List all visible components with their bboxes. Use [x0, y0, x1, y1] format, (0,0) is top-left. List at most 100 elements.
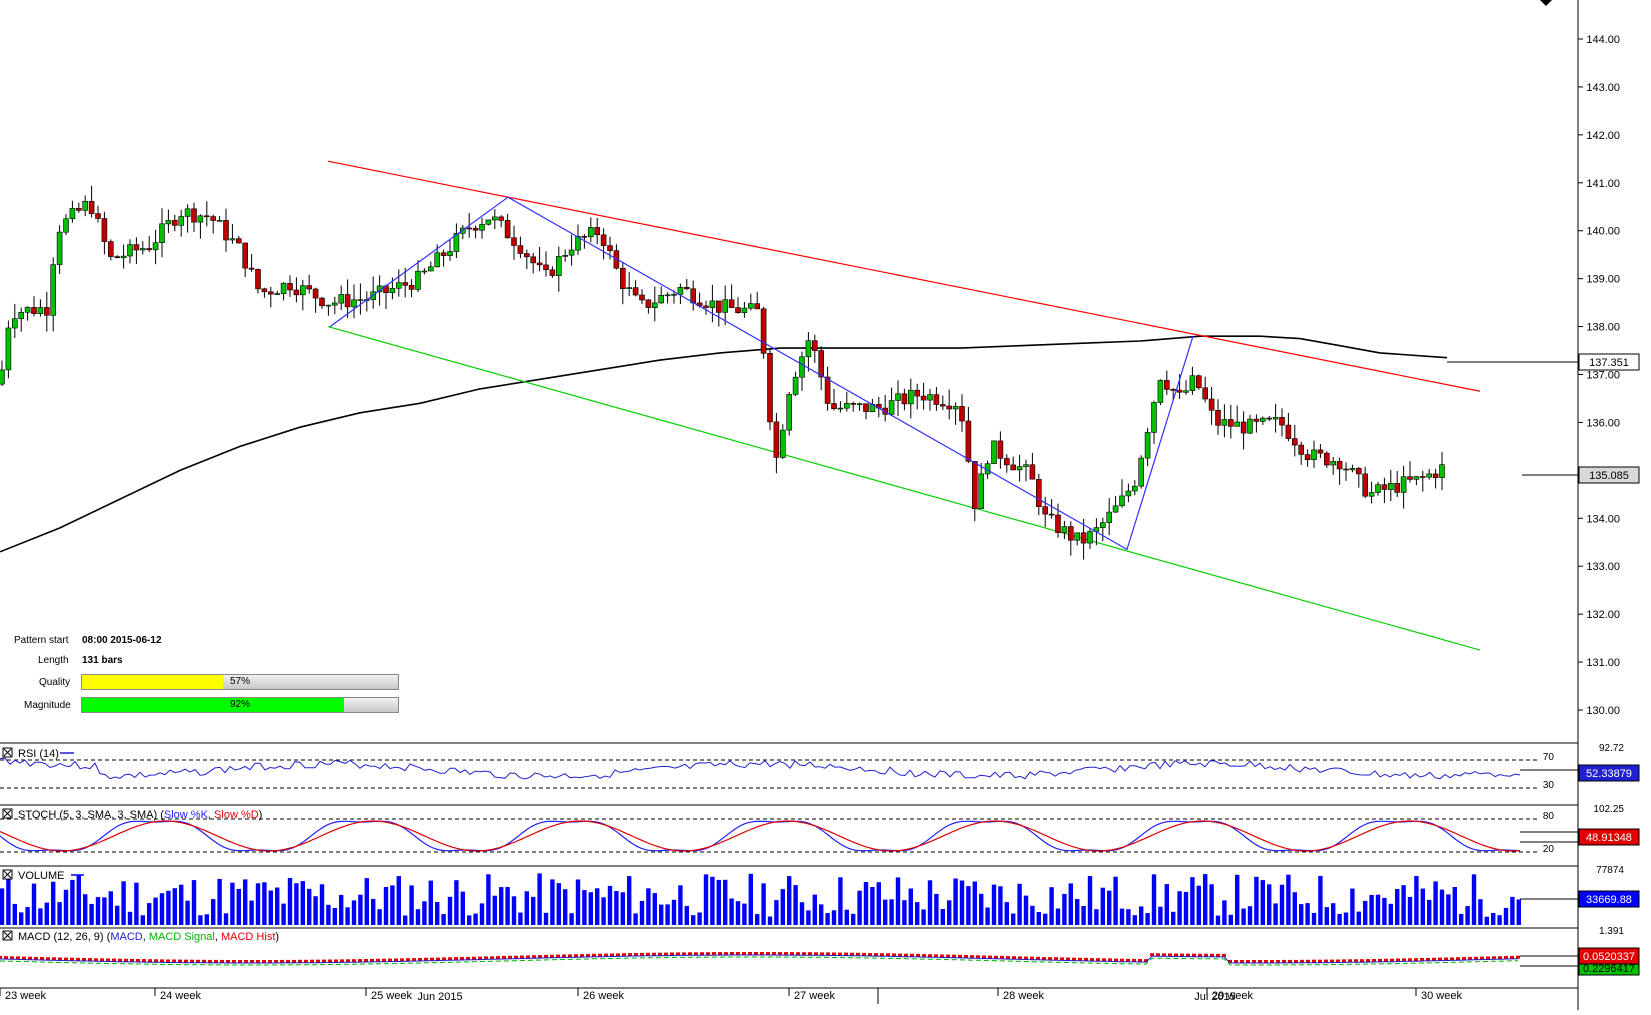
macd-hist-bar	[652, 952, 656, 956]
candle-body	[1087, 531, 1093, 544]
scroll-marker-icon[interactable]	[1540, 0, 1552, 6]
macd-hist-bar	[88, 958, 92, 962]
candle-body	[722, 299, 729, 313]
volume-bar	[876, 882, 881, 925]
macd-hist-bar	[70, 957, 74, 961]
volume-bar	[12, 903, 17, 925]
candle-body	[287, 283, 293, 291]
price-tick-label: 133.00	[1586, 561, 1620, 573]
macd-hist-bar	[388, 958, 392, 962]
candle-body	[1381, 484, 1388, 490]
volume-bar	[1068, 883, 1073, 925]
candle-body	[511, 237, 517, 246]
macd-hist-bar	[1276, 960, 1280, 963]
macd-hist-bar	[676, 952, 680, 956]
candle-body	[523, 253, 530, 258]
candle-body	[1228, 419, 1234, 427]
volume-bar	[524, 891, 529, 925]
macd-hist-bar	[454, 957, 458, 961]
macd-hist-bar	[892, 953, 896, 957]
macd-hist-bar	[1516, 955, 1520, 959]
macd-hist-bar	[196, 959, 200, 963]
candle-body	[427, 266, 434, 272]
volume-bar	[1081, 906, 1086, 925]
macd-hist-bar	[586, 954, 590, 957]
candle-body	[863, 403, 869, 412]
macd-hist-bar	[1246, 960, 1250, 963]
macd-hist-bar	[1222, 953, 1226, 957]
volume-bar	[326, 904, 331, 925]
macd-hist-bar	[658, 952, 662, 956]
candle-body	[1202, 387, 1208, 400]
macd-hist-bar	[820, 952, 824, 956]
volume-bar	[1190, 877, 1195, 925]
macd-hist-bar	[682, 952, 686, 956]
candle-body	[549, 269, 556, 276]
price-tick-label: 138.00	[1586, 322, 1620, 334]
macd-hist-bar	[184, 959, 188, 963]
candle-body	[76, 208, 82, 211]
macd-value-2: 0.2296417	[1583, 963, 1635, 975]
candle-body	[562, 255, 569, 257]
candle-body	[779, 429, 786, 458]
macd-hist-bar	[736, 952, 740, 955]
volume-bar	[735, 901, 741, 925]
macd-hist-bar	[1228, 959, 1232, 963]
volume-bar	[1343, 912, 1349, 925]
candle-body	[108, 241, 114, 257]
macd-hist-bar	[100, 958, 104, 962]
volume-bar	[518, 912, 523, 925]
volume-bar	[1337, 913, 1342, 925]
macd-hist-bar	[322, 959, 326, 963]
candle-body	[1375, 484, 1381, 493]
candle-body	[447, 251, 453, 256]
volume-bar	[1478, 899, 1483, 925]
macd-hist-bar	[1264, 960, 1268, 963]
volume-bar	[191, 880, 197, 925]
volume-bar	[441, 914, 446, 925]
volume-bar	[831, 910, 837, 925]
length-value: 131 bars	[82, 655, 123, 666]
candle-body	[1324, 452, 1330, 466]
volume-bar	[959, 880, 965, 925]
volume-bar	[1126, 909, 1131, 925]
volume-bar	[806, 910, 811, 925]
macd-hist-bar	[82, 958, 86, 961]
volume-bar	[479, 903, 485, 925]
rsi-value: 52.33879	[1586, 768, 1632, 780]
candle-body	[1311, 449, 1317, 460]
volume-bar	[511, 896, 517, 925]
candle-body	[658, 294, 665, 304]
candle-body	[895, 393, 901, 401]
volume-bar	[287, 878, 293, 925]
candle-body	[1196, 375, 1202, 389]
candle-body	[1215, 409, 1221, 426]
volume-bar	[294, 883, 299, 925]
volume-bar	[851, 913, 856, 925]
volume-bar	[492, 895, 497, 925]
volume-bar	[1209, 884, 1214, 925]
candle-body	[466, 227, 473, 230]
price-panel	[0, 0, 1552, 651]
volume-bar	[1375, 894, 1381, 925]
volume-bar	[134, 882, 139, 925]
candle-body	[946, 405, 953, 410]
magnitude-label: Magnitude	[24, 700, 71, 711]
volume-bar	[1062, 893, 1067, 925]
candle-body	[127, 244, 133, 257]
macd-hist-bar	[592, 953, 596, 957]
volume-bar	[217, 878, 222, 925]
macd-hist-bar	[16, 956, 20, 960]
last-price-value: 135.085	[1589, 470, 1629, 482]
macd-hist-bar	[244, 960, 248, 963]
volume-bar	[543, 912, 549, 925]
candle-body	[319, 297, 325, 307]
macd-hist-bar	[778, 952, 782, 956]
macd-hist-bar	[1474, 956, 1478, 960]
macd-hist-bar	[352, 959, 356, 963]
macd-hist-bar	[1030, 956, 1034, 960]
macd-hist-bar	[1108, 958, 1112, 962]
candle-body	[933, 394, 940, 405]
volume-bar	[1273, 903, 1278, 925]
volume-bar	[1363, 900, 1368, 925]
